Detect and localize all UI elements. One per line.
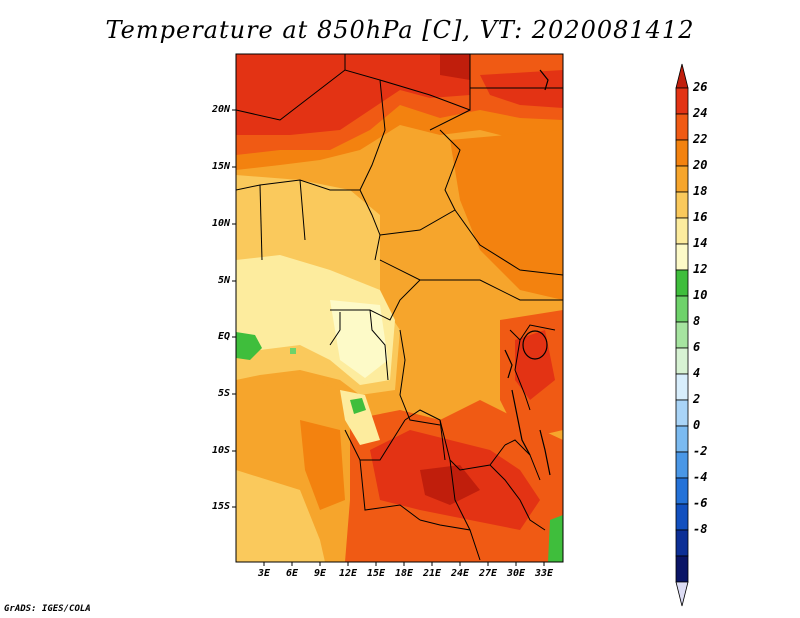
colorbar-segment bbox=[675, 529, 689, 557]
colorbar-label-4: 4 bbox=[693, 366, 701, 380]
lat-label-10s: 10S bbox=[211, 445, 230, 456]
lon-label-6e: 6E bbox=[285, 568, 299, 579]
colorbar-label-6: 6 bbox=[693, 340, 701, 354]
colorbar-label-neg4: -4 bbox=[693, 470, 708, 484]
colorbar bbox=[675, 63, 689, 607]
colorbar-segment bbox=[675, 217, 689, 245]
colorbar-segment bbox=[675, 139, 689, 167]
field-26-south bbox=[420, 465, 480, 505]
lon-label-27e: 27E bbox=[478, 568, 498, 579]
lon-label-33e: 33E bbox=[534, 568, 554, 579]
colorbar-segment bbox=[675, 321, 689, 349]
lat-label-5s: 5S bbox=[217, 388, 230, 399]
country-borders bbox=[236, 54, 563, 561]
colorbar-segment bbox=[675, 555, 689, 583]
field-24-26-north-east bbox=[480, 70, 563, 108]
chart-title: Temperature at 850hPa [C], VT: 202008141… bbox=[105, 16, 695, 44]
lon-label-12e: 12E bbox=[338, 568, 358, 579]
map-frame bbox=[235, 53, 564, 563]
colorbar-segment bbox=[675, 503, 689, 531]
lakes bbox=[504, 69, 551, 476]
field-24-26-north-west bbox=[236, 54, 470, 135]
field-10-12-small bbox=[290, 348, 296, 354]
axis-ticks bbox=[232, 109, 545, 566]
colorbar-label-8: 8 bbox=[693, 314, 701, 328]
colorbar-label-0: 0 bbox=[693, 418, 701, 432]
field-26-north bbox=[440, 54, 470, 80]
colorbar-segment bbox=[675, 399, 689, 427]
colorbar-top-arrow bbox=[675, 63, 689, 89]
colorbar-label-neg8: -8 bbox=[693, 522, 708, 536]
field-12-14-angola-patch bbox=[350, 398, 366, 414]
lat-label-15s: 15S bbox=[211, 501, 230, 512]
colorbar-label-neg6: -6 bbox=[693, 496, 708, 510]
colorbar-segment bbox=[675, 243, 689, 271]
lat-label-5n: 5N bbox=[217, 275, 230, 286]
field-20-22-east bbox=[450, 130, 563, 300]
colorbar-label-14: 14 bbox=[693, 236, 708, 250]
lon-label-21e: 21E bbox=[422, 568, 442, 579]
colorbar-label-18: 18 bbox=[693, 184, 708, 198]
colorbar-segment bbox=[675, 477, 689, 505]
field-12-14-west-patch bbox=[236, 332, 262, 360]
lon-label-15e: 15E bbox=[366, 568, 386, 579]
field-24-26-east-lakes bbox=[515, 330, 555, 400]
colorbar-segment bbox=[675, 165, 689, 193]
lon-label-9e: 9E bbox=[313, 568, 327, 579]
temperature-field bbox=[236, 54, 563, 562]
colorbar-segment bbox=[675, 113, 689, 141]
lat-label-20n: 20N bbox=[211, 104, 230, 115]
colorbar-segment bbox=[675, 451, 689, 479]
colorbar-segment bbox=[675, 425, 689, 453]
colorbar-label-20: 20 bbox=[693, 158, 708, 172]
colorbar-label-24: 24 bbox=[693, 106, 708, 120]
lon-label-18e: 18E bbox=[394, 568, 414, 579]
field-12-14-se-patch bbox=[548, 515, 563, 562]
colorbar-segment bbox=[675, 295, 689, 323]
lat-label-10n: 10N bbox=[211, 218, 230, 229]
colorbar-label-neg2: -2 bbox=[693, 444, 708, 458]
colorbar-bottom-arrow bbox=[675, 581, 689, 607]
colorbar-segment bbox=[675, 347, 689, 375]
colorbar-label-16: 16 bbox=[693, 210, 708, 224]
grads-credit: GrADS: IGES/COLA bbox=[4, 604, 91, 614]
colorbar-segment bbox=[675, 373, 689, 401]
colorbar-label-26: 26 bbox=[693, 80, 708, 94]
colorbar-label-2: 2 bbox=[693, 392, 701, 406]
colorbar-segment bbox=[675, 87, 689, 115]
field-16-18-sw bbox=[236, 470, 325, 562]
colorbar-segment bbox=[675, 269, 689, 297]
lat-label-15n: 15N bbox=[211, 161, 230, 172]
field-20-22-sw bbox=[300, 420, 345, 510]
colorbar-segment bbox=[675, 191, 689, 219]
field-12-14-gabon bbox=[330, 300, 388, 378]
lon-label-24e: 24E bbox=[450, 568, 470, 579]
colorbar-label-22: 22 bbox=[693, 132, 708, 146]
lat-label-eq: EQ bbox=[217, 331, 230, 342]
lon-label-3e: 3E bbox=[257, 568, 271, 579]
colorbar-label-10: 10 bbox=[693, 288, 708, 302]
field-14-16-angola-coast bbox=[340, 390, 380, 445]
lon-label-30e: 30E bbox=[506, 568, 526, 579]
colorbar-label-12: 12 bbox=[693, 262, 708, 276]
